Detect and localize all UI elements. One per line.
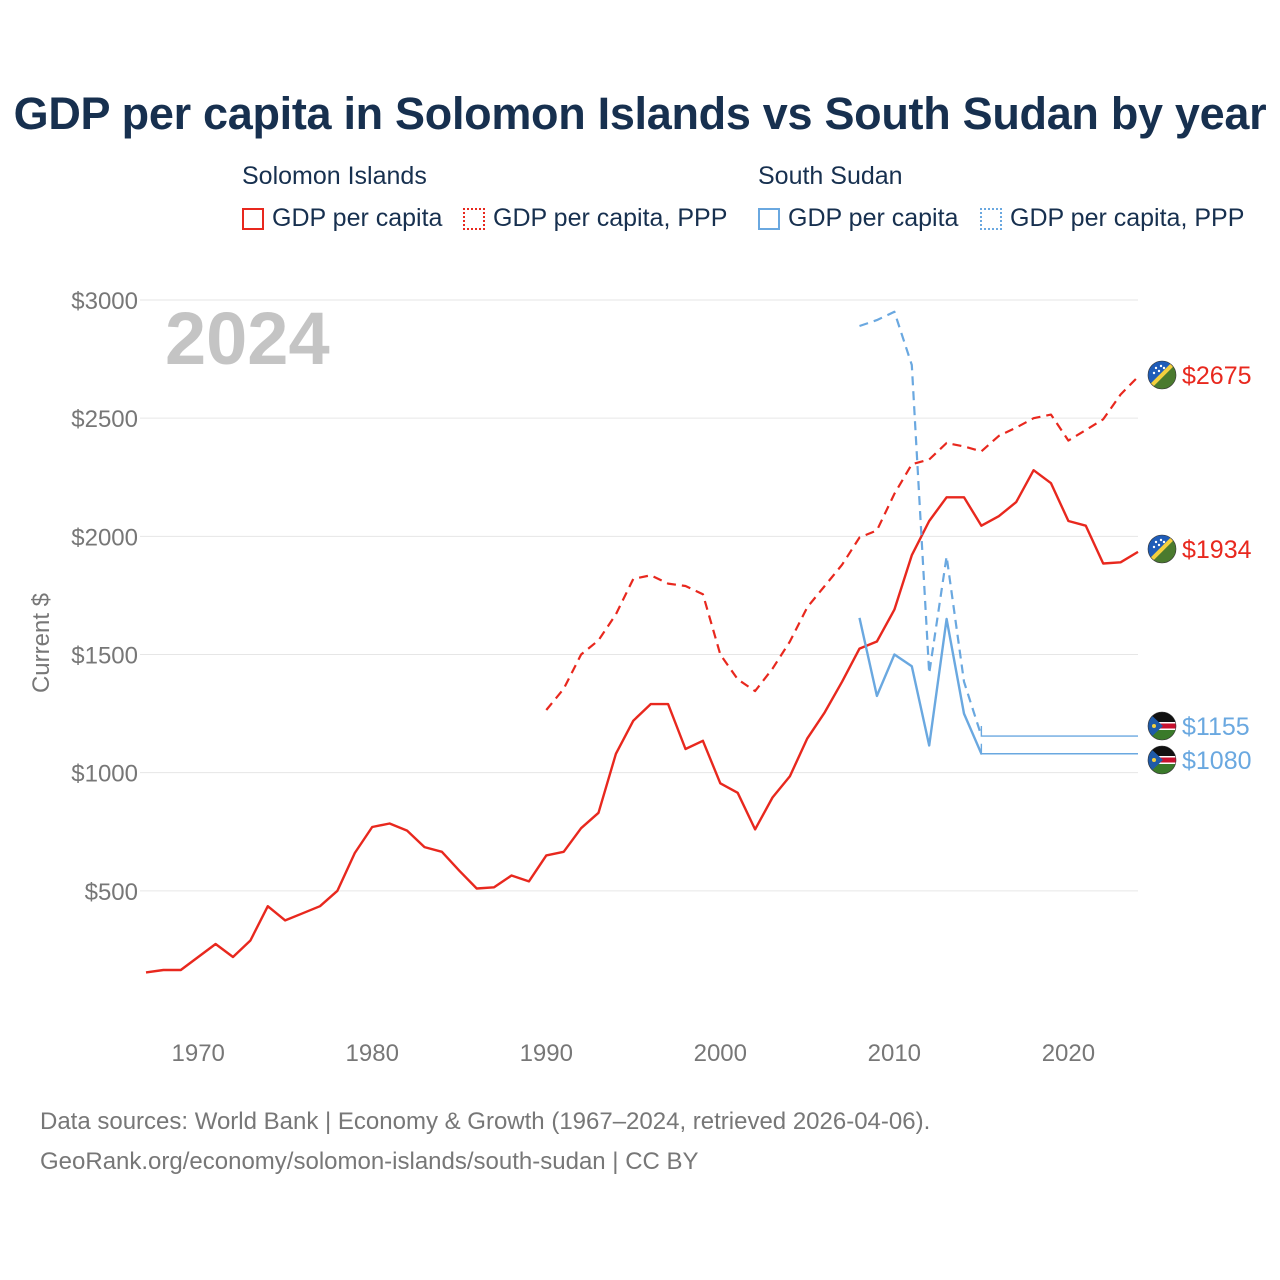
end-value-label: $1934	[1182, 536, 1252, 564]
chart-title: GDP per capita in Solomon Islands vs Sou…	[13, 88, 1267, 139]
y-tick-label: $1000	[71, 761, 138, 788]
legend-swatch-solid-blue	[758, 207, 780, 230]
end-value-label: $2675	[1182, 362, 1252, 390]
x-tick-label: 2010	[868, 1040, 921, 1067]
legend-title-solomon-islands: Solomon Islands	[242, 162, 427, 190]
legend-sudan-gdp[interactable]: GDP per capita	[758, 204, 958, 233]
legend-solomon-gdp[interactable]: GDP per capita	[242, 204, 442, 233]
end-value-label: $1155	[1182, 713, 1250, 741]
y-tick-label: $2500	[71, 406, 138, 433]
legend-label: GDP per capita	[272, 204, 443, 232]
y-axis-ticks: $500 $1000 $1500 $2000 $2500 $3000	[71, 288, 138, 906]
legend-swatch-dotted-blue	[980, 207, 1002, 230]
flag-solomon-islands-icon	[1147, 534, 1177, 564]
x-tick-label: 1970	[172, 1040, 225, 1067]
flag-south-sudan-icon	[1147, 745, 1177, 775]
legend-label: GDP per capita, PPP	[493, 204, 728, 232]
legend-label: GDP per capita, PPP	[1010, 204, 1245, 232]
y-tick-label: $3000	[71, 288, 138, 315]
x-tick-label: 1980	[346, 1040, 399, 1067]
footer-attribution: GeoRank.org/economy/solomon-islands/sout…	[40, 1148, 699, 1175]
y-tick-label: $1500	[71, 643, 138, 670]
end-value-label: $1080	[1182, 747, 1252, 775]
legend-swatch-dotted-red	[463, 207, 485, 230]
flag-south-sudan-icon	[1147, 711, 1177, 741]
legend-title-south-sudan: South Sudan	[758, 162, 903, 190]
end-labels: $1934 $2675 $1080 $1155	[1147, 360, 1252, 775]
legend-solomon-gdp-ppp[interactable]: GDP per capita, PPP	[463, 204, 727, 233]
legend-label: GDP per capita	[788, 204, 959, 232]
x-axis-ticks: 1970 1980 1990 2000 2010 2020	[172, 1040, 1096, 1067]
x-tick-label: 1990	[520, 1040, 573, 1067]
x-tick-label: 2020	[1042, 1040, 1095, 1067]
flag-solomon-islands-icon	[1147, 360, 1177, 390]
year-watermark: 2024	[165, 297, 330, 380]
series-line-1	[545, 376, 1139, 711]
y-tick-label: $500	[85, 879, 138, 906]
legend-swatch-solid-red	[242, 207, 264, 230]
series-lines	[145, 310, 1139, 974]
series-line-3	[859, 310, 1138, 738]
grid-lines	[140, 299, 1138, 892]
x-tick-label: 2000	[694, 1040, 747, 1067]
legend-sudan-gdp-ppp[interactable]: GDP per capita, PPP	[980, 204, 1244, 233]
y-tick-label: $2000	[71, 524, 138, 551]
series-line-2	[858, 617, 1138, 755]
carry-forward-line	[980, 726, 1138, 737]
carry-forward-line	[980, 743, 1138, 755]
footer-sources: Data sources: World Bank | Economy & Gro…	[40, 1108, 931, 1135]
series-line-0	[145, 469, 1139, 974]
